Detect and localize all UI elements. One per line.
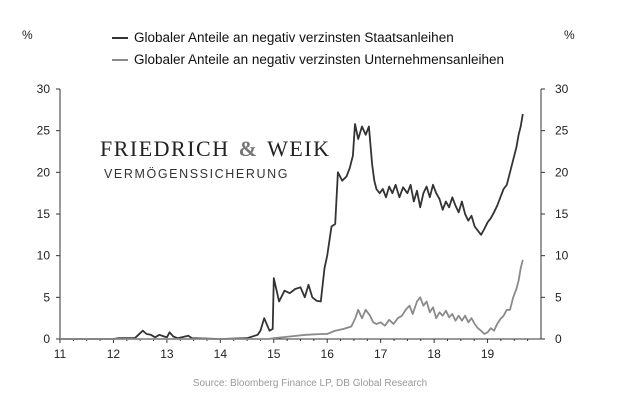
y-axis-unit-left: %	[22, 28, 33, 42]
legend-item-unternehmensanleihen: Globaler Anteile an negativ verzinsten U…	[112, 52, 504, 67]
legend-label-unternehmensanleihen: Globaler Anteile an negativ verzinsten U…	[134, 52, 504, 67]
y-tick-label-right: 5	[555, 290, 562, 304]
y-tick-label-left: 20	[37, 165, 51, 179]
y-tick-label-right: 10	[555, 249, 569, 263]
brand-ampersand: &	[238, 136, 259, 161]
legend-label-staatsanleihen: Globaler Anteile an negativ verzinsten S…	[134, 30, 454, 45]
y-axis-unit-right: %	[564, 28, 575, 42]
x-tick-label: 12	[107, 347, 121, 361]
y-tick-label-right: 25	[555, 124, 569, 138]
y-tick-label-left: 15	[37, 207, 51, 221]
y-tick-label-right: 0	[555, 332, 562, 346]
x-tick-label: 19	[481, 347, 495, 361]
brand-name-part1: FRIEDRICH	[100, 136, 230, 161]
y-tick-label-left: 5	[43, 290, 50, 304]
x-tick-label: 13	[160, 347, 174, 361]
x-tick-label: 18	[427, 347, 441, 361]
y-tick-label-left: 30	[37, 82, 51, 96]
source-note: Source: Bloomberg Finance LP, DB Global …	[192, 378, 428, 389]
brand-name-part2: WEIK	[267, 136, 331, 161]
legend-swatch-unternehmensanleihen	[112, 58, 128, 61]
x-tick-label: 16	[321, 347, 335, 361]
legend-swatch-staatsanleihen	[112, 36, 128, 39]
legend-item-staatsanleihen: Globaler Anteile an negativ verzinsten S…	[112, 30, 454, 45]
y-tick-label-right: 30	[555, 82, 569, 96]
x-tick-label: 17	[374, 347, 388, 361]
x-tick-label: 14	[214, 347, 228, 361]
y-tick-label-right: 20	[555, 165, 569, 179]
y-tick-label-left: 0	[43, 332, 50, 346]
x-tick-label: 15	[267, 347, 281, 361]
chart-lines	[60, 113, 524, 340]
y-tick-label-right: 15	[555, 207, 569, 221]
y-tick-label-left: 10	[37, 249, 51, 263]
brand-logo: FRIEDRICH & WEIK	[100, 136, 330, 162]
y-tick-label-left: 25	[37, 124, 51, 138]
x-tick-label: 11	[54, 347, 67, 361]
brand-tagline: VERMÖGENSSICHERUNG	[104, 167, 290, 181]
chart-axes: 0 0 5 5 10 10 15 15 20 20 25 25 30 30 11 12 13 14 15 16 17 18…	[37, 82, 569, 361]
series-line-unternehmensanleihen	[60, 259, 524, 340]
